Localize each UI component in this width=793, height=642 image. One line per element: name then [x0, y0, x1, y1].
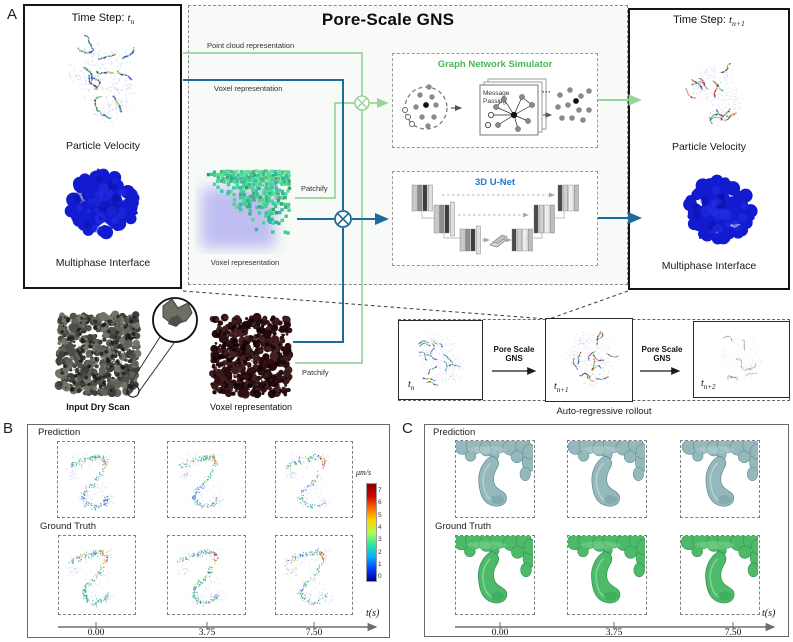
- c-axis-label: t(s): [762, 608, 776, 619]
- panel-c-ground-truth-label: Ground Truth: [435, 521, 491, 532]
- b-pred-image-3: [284, 452, 331, 509]
- rollout-image-tn1: [562, 331, 619, 389]
- rollout-label-tn: tn: [408, 379, 415, 392]
- colorbar-tick: 3: [378, 536, 382, 544]
- patchify-mid-label: Patchify: [301, 184, 328, 193]
- panel-b-ground-truth-label: Ground Truth: [40, 521, 96, 532]
- timestep-n1-box: [628, 8, 790, 290]
- b-axis-tick-1: 3.75: [198, 628, 216, 638]
- b-pred-frame-2: [167, 441, 246, 518]
- point-cloud-representation-label: Point cloud representation: [207, 41, 295, 50]
- c-pred-image-3: [681, 441, 758, 507]
- b-gt-frame-2: [167, 535, 246, 615]
- panel-b-prediction-label: Prediction: [38, 427, 81, 438]
- b-axis-label: t(s): [366, 608, 380, 619]
- b-gt-frame-3: [275, 535, 353, 615]
- unet-internals-image: [411, 184, 579, 255]
- b-axis-tick-0: 0.00: [87, 628, 105, 638]
- b-pred-image-2: [177, 452, 225, 509]
- particle-velocity-caption-right: Particle Velocity: [671, 141, 747, 153]
- colorbar-tick: 6: [378, 499, 382, 507]
- b-pred-frame-1: [57, 441, 135, 518]
- b-gt-image-2: [174, 547, 228, 607]
- svg-text:···: ···: [542, 87, 551, 97]
- colorbar-tick: 4: [378, 523, 382, 531]
- b-pred-frame-3: [275, 441, 353, 518]
- b-pred-image-1: [66, 451, 116, 511]
- c-pred-image-2: [568, 441, 645, 507]
- multiphase-interface-image-tn: [64, 168, 140, 240]
- c-gt-frame-2: [567, 535, 647, 615]
- input-dry-scan-image: [54, 310, 142, 398]
- rollout-image-tn2: [717, 333, 765, 386]
- c-gt-image-1: [456, 536, 533, 604]
- multiphase-interface-image-tn1: [683, 174, 758, 245]
- colorbar-unit-label: μm/s: [356, 468, 372, 477]
- panel-c-prediction-label: Prediction: [433, 427, 476, 438]
- particle-velocity-caption-left: Particle Velocity: [65, 140, 141, 152]
- b-gt-frame-1: [58, 535, 136, 615]
- wet-voxel-representation-image: [201, 169, 292, 248]
- c-gt-frame-1: [455, 535, 535, 615]
- mid-voxel-caption: Voxel representation: [210, 258, 280, 267]
- c-pred-frame-3: [680, 440, 760, 518]
- c-gt-frame-3: [680, 535, 760, 615]
- rollout-caption: Auto-regressive rollout: [556, 406, 652, 417]
- panel-a-label: A: [7, 6, 18, 23]
- unet-box-title: 3D U-Net: [474, 177, 516, 188]
- colorbar-tick: 2: [378, 548, 382, 556]
- c-gt-image-2: [568, 536, 645, 604]
- c-axis-tick-2: 7.50: [724, 628, 742, 638]
- c-axis-tick-1: 3.75: [605, 628, 623, 638]
- b-gt-image-3: [284, 548, 334, 606]
- patchify-bottom-label: Patchify: [302, 368, 329, 377]
- colorbar-tick: 1: [378, 560, 382, 568]
- colorbar-tick: 7: [378, 487, 382, 494]
- colorbar-tick: 5: [378, 511, 382, 519]
- rollout-frame-tn1: [545, 318, 633, 402]
- particle-velocity-image-tn: [68, 34, 137, 124]
- b-axis-tick-2: 7.50: [305, 628, 323, 638]
- c-pred-frame-2: [567, 440, 647, 518]
- svg-text:Message: Message: [483, 90, 510, 97]
- c-gt-image-3: [681, 536, 758, 604]
- gns-internals-image: Message Passing ···: [402, 78, 592, 136]
- timestep-n1-label: Time Step: tn+1: [673, 14, 745, 29]
- multiphase-interface-caption-right: Multiphase Interface: [661, 260, 757, 272]
- gns-box-title: Graph Network Simulator: [437, 59, 553, 70]
- c-pred-image-1: [456, 441, 533, 507]
- colorbar: [366, 483, 377, 582]
- dry-voxel-caption: Voxel representation: [209, 402, 293, 412]
- timestep-n-box: [23, 4, 182, 289]
- dry-scan-caption: Input Dry Scan: [66, 402, 130, 412]
- colorbar-tick: 0: [378, 573, 382, 581]
- rollout-frame-tn: [398, 320, 483, 400]
- voxel-representation-label: Voxel representation: [214, 84, 283, 93]
- c-axis-tick-0: 0.00: [491, 628, 509, 638]
- svg-text:Passing: Passing: [483, 98, 507, 105]
- rollout-label-tn2: tn+2: [701, 378, 716, 391]
- particle-velocity-image-tn1: [685, 61, 746, 126]
- rollout-arrow2-label: Pore Scale GNS: [641, 345, 683, 363]
- rollout-image-tn: [414, 332, 466, 388]
- tie-line-right: [548, 290, 629, 320]
- b-gt-image-1: [66, 548, 116, 608]
- panel-b-label: B: [3, 420, 14, 437]
- dry-voxel-representation-image: [208, 312, 294, 399]
- rollout-frame-tn2: [693, 321, 790, 398]
- colorbar-ticks: 7 6 5 4 3 2 1 0: [366, 483, 386, 580]
- timestep-n-label: Time Step: tn: [71, 12, 135, 27]
- c-pred-frame-1: [455, 440, 535, 518]
- panel-c-label: C: [402, 420, 413, 437]
- figure-title: Pore-Scale GNS: [321, 10, 455, 29]
- multiphase-interface-caption-left: Multiphase Interface: [55, 257, 151, 269]
- rollout-arrow1-label: Pore Scale GNS: [493, 345, 535, 363]
- rollout-label-tn1: tn+1: [554, 381, 569, 394]
